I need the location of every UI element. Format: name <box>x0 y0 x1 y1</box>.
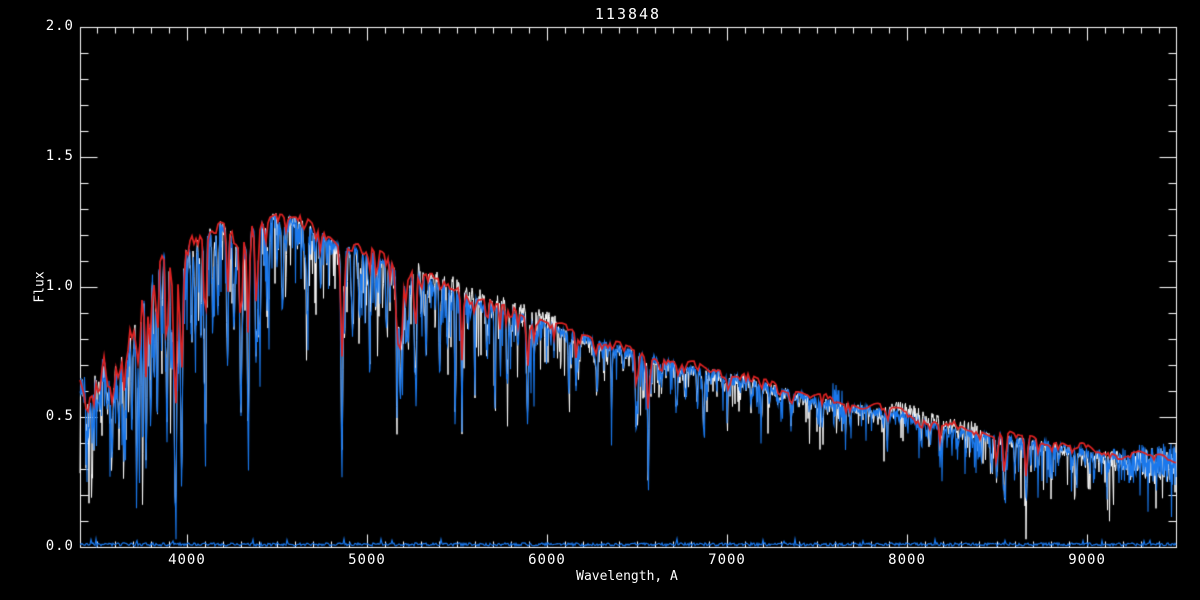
y-tick-label-1.0: 1.0 <box>45 278 74 294</box>
x-tick-label-5000: 5000 <box>348 552 386 568</box>
x-tick-label-4000: 4000 <box>168 552 206 568</box>
y-tick-label-1.5: 1.5 <box>45 148 74 164</box>
y-tick-label-2.0: 2.0 <box>45 18 74 34</box>
x-axis-label: Wavelength, A <box>576 569 678 584</box>
x-tick-label-9000: 9000 <box>1068 552 1106 568</box>
x-tick-label-6000: 6000 <box>528 552 566 568</box>
x-tick-label-8000: 8000 <box>888 552 926 568</box>
y-tick-label-0.0: 0.0 <box>45 538 74 554</box>
y-tick-label-0.5: 0.5 <box>45 408 74 424</box>
x-tick-label-7000: 7000 <box>708 552 746 568</box>
plot-title: 113848 <box>594 5 662 23</box>
